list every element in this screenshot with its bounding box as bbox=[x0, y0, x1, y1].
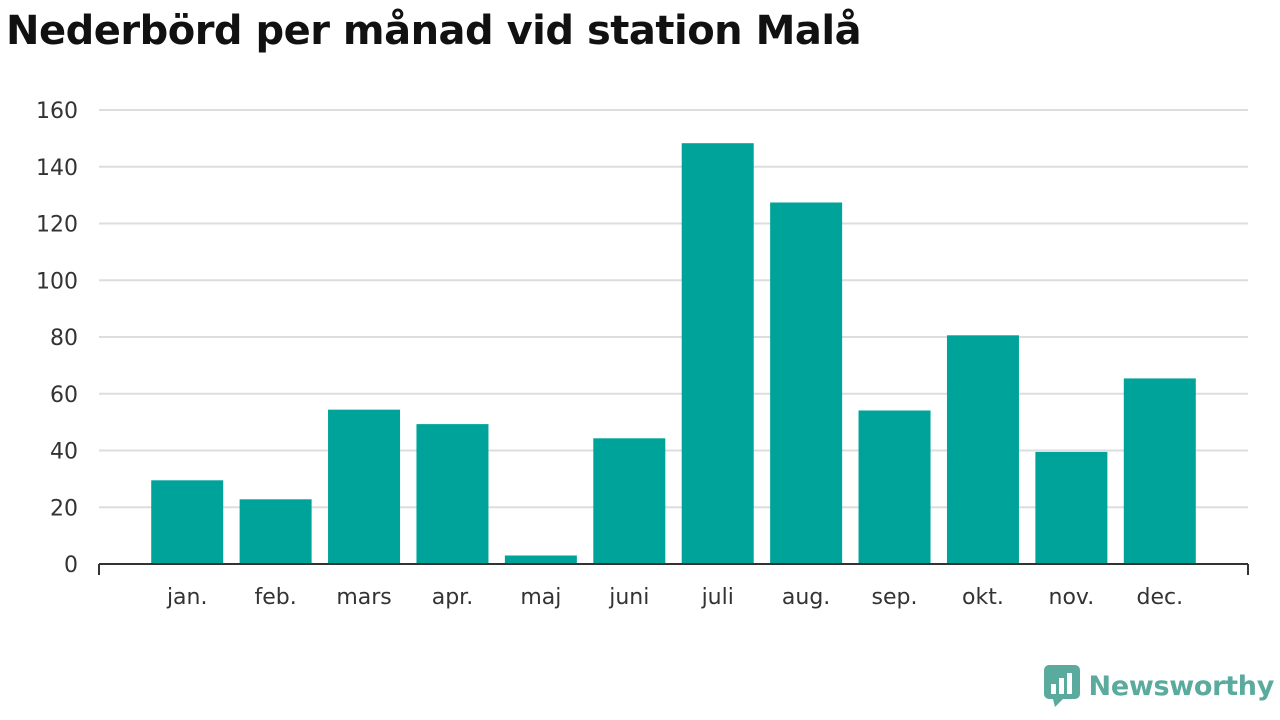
bar bbox=[1123, 378, 1196, 564]
bar bbox=[239, 499, 312, 564]
x-tick-label: juli bbox=[701, 585, 734, 610]
x-tick-label: jan. bbox=[166, 585, 208, 610]
y-tick-label: 120 bbox=[36, 213, 78, 238]
x-tick-labels: jan. feb. mars apr. maj juni juli aug. sep. okt. n… bbox=[166, 585, 1183, 610]
bar bbox=[770, 202, 843, 564]
bar bbox=[681, 143, 754, 565]
x-tick-label: nov. bbox=[1049, 585, 1095, 610]
brand-name: Newsworthy bbox=[1088, 670, 1275, 702]
y-tick-labels: 0 20 40 60 80 100 120 140 160 bbox=[36, 99, 78, 578]
y-tick-label: 20 bbox=[50, 496, 78, 521]
bar bbox=[151, 480, 224, 564]
bar-chart-icon bbox=[1043, 665, 1080, 707]
y-tick-label: 60 bbox=[50, 383, 78, 408]
y-tick-label: 100 bbox=[36, 269, 78, 294]
bar bbox=[504, 555, 577, 564]
bar bbox=[858, 410, 931, 564]
x-tick-label: sep. bbox=[872, 585, 918, 610]
x-tick-label: mars bbox=[336, 585, 391, 610]
bars bbox=[151, 143, 1196, 565]
bar bbox=[1035, 451, 1108, 564]
y-tick-label: 40 bbox=[50, 440, 78, 465]
bar bbox=[328, 409, 401, 564]
x-tick-label: dec. bbox=[1136, 585, 1183, 610]
bar bbox=[593, 438, 666, 564]
gridlines bbox=[99, 109, 1248, 509]
y-tick-label: 140 bbox=[36, 156, 78, 181]
x-tick-label: maj bbox=[520, 585, 561, 610]
y-tick-label: 0 bbox=[64, 553, 78, 578]
y-tick-label: 80 bbox=[50, 326, 78, 351]
y-tick-label: 160 bbox=[36, 99, 78, 124]
bar bbox=[946, 335, 1019, 564]
x-tick-label: juni bbox=[608, 585, 649, 610]
x-axis bbox=[98, 563, 1249, 575]
x-tick-label: apr. bbox=[432, 585, 473, 610]
x-tick-label: okt. bbox=[962, 585, 1004, 610]
x-tick-label: feb. bbox=[255, 585, 297, 610]
chart-title: Nederbörd per månad vid station Malå bbox=[6, 8, 862, 54]
x-tick-label: aug. bbox=[782, 585, 830, 610]
newsworthy-logo: Newsworthy bbox=[1043, 664, 1274, 708]
bar bbox=[416, 424, 489, 564]
